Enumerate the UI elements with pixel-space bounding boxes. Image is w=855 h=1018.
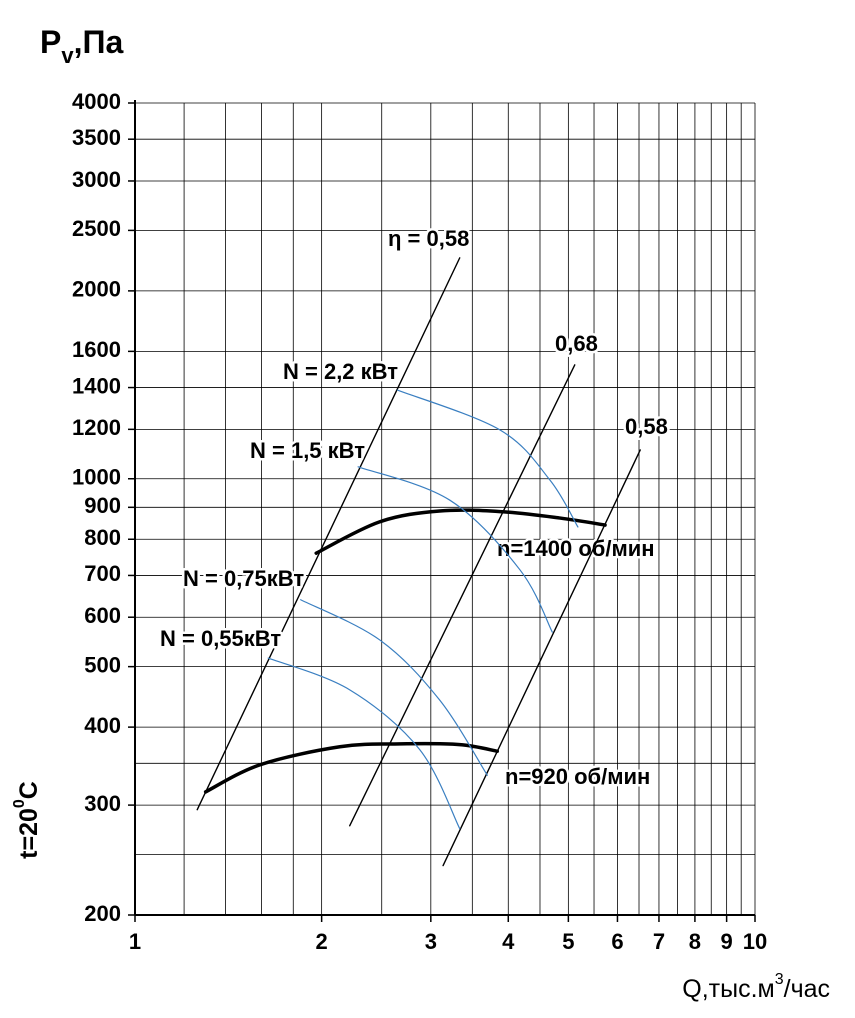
series-label: N = 0,55кВт — [160, 626, 281, 651]
x-tick-label: 7 — [653, 929, 665, 954]
y-axis-title: Pv,Па — [40, 24, 123, 67]
series-line — [314, 508, 607, 555]
series-label: η = 0,58 — [388, 226, 469, 251]
y-tick-label: 500 — [84, 652, 121, 677]
y-tick-label: 4000 — [72, 89, 121, 114]
y-tick-label: 1000 — [72, 465, 121, 490]
y-tick-label: 1200 — [72, 415, 121, 440]
y-tick-label: 1600 — [72, 337, 121, 362]
series-label: N = 1,5 кВт — [250, 438, 365, 463]
x-axis-title: Q,тыс.м3/час — [682, 971, 830, 1002]
series-label: N = 0,75кВт — [183, 566, 304, 591]
series-line — [300, 599, 488, 776]
series-line — [196, 257, 461, 811]
x-tick-label: 8 — [689, 929, 701, 954]
series-line — [349, 364, 576, 827]
series-line — [267, 657, 461, 830]
x-tick-label: 5 — [562, 929, 574, 954]
y-tick-label: 300 — [84, 791, 121, 816]
y-tick-label: 600 — [84, 603, 121, 628]
series-label: n=1400 об/мин — [497, 536, 655, 561]
series-line — [203, 741, 500, 794]
y-tick-label: 400 — [84, 713, 121, 738]
x-tick-label: 2 — [316, 929, 328, 954]
x-tick-label: 3 — [425, 929, 437, 954]
y-tick-label: 2500 — [72, 216, 121, 241]
x-tick-label: 4 — [502, 929, 515, 954]
y-tick-label: 700 — [84, 561, 121, 586]
series-line — [357, 466, 553, 633]
y-tick-label: 2000 — [72, 277, 121, 302]
temperature-label: t=200C — [11, 781, 42, 859]
series-label: 0,58 — [625, 414, 668, 439]
series-line — [442, 449, 641, 867]
y-tick-label: 3000 — [72, 167, 121, 192]
y-tick-label: 900 — [84, 493, 121, 518]
y-tick-label: 3500 — [72, 125, 121, 150]
x-tick-label: 1 — [129, 929, 141, 954]
x-tick-label: 6 — [611, 929, 623, 954]
y-tick-label: 800 — [84, 525, 121, 550]
x-tick-label: 9 — [721, 929, 733, 954]
y-tick-label: 200 — [84, 901, 121, 926]
series-line — [396, 389, 579, 528]
series-label: n=920 об/мин — [505, 764, 650, 789]
y-tick-label: 1400 — [72, 373, 121, 398]
series-label: N = 2,2 кВт — [283, 359, 398, 384]
series-label: 0,68 — [555, 331, 598, 356]
x-tick-label: 10 — [743, 929, 767, 954]
